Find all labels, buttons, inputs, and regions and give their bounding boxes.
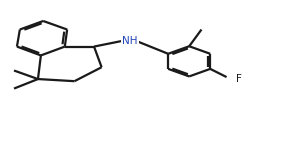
- Text: F: F: [236, 74, 242, 84]
- Text: NH: NH: [122, 36, 138, 46]
